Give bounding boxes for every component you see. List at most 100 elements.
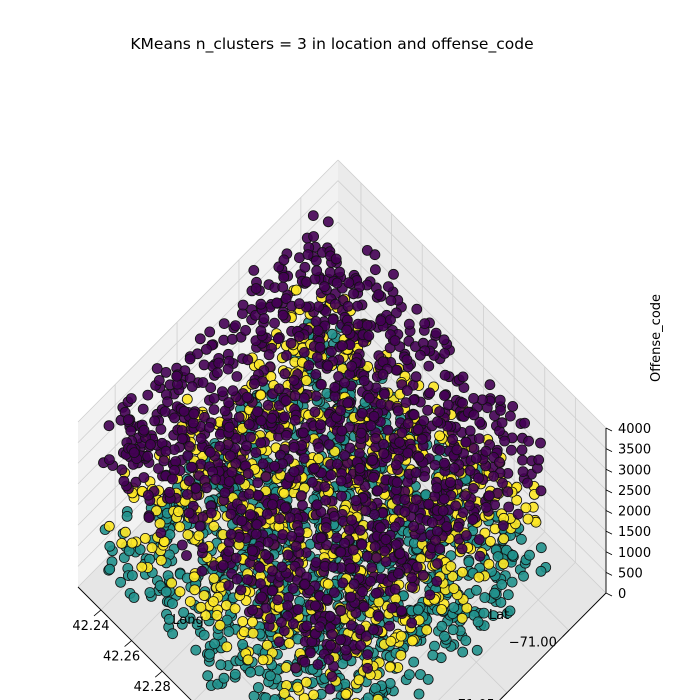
- scatter-point: [248, 378, 260, 390]
- scatter-point: [362, 692, 374, 700]
- scatter-point: [218, 318, 230, 330]
- scatter-point: [265, 613, 276, 624]
- scatter-point: [238, 626, 250, 638]
- scatter-point: [411, 303, 423, 315]
- scatter-point: [504, 605, 516, 617]
- scatter-point: [355, 640, 367, 651]
- scatter-point: [211, 610, 223, 621]
- scatter-point: [182, 450, 194, 461]
- scatter-point: [208, 520, 220, 532]
- scatter-point: [343, 524, 355, 536]
- scatter-point: [495, 404, 506, 416]
- scatter-point: [400, 397, 412, 409]
- scatter-point: [143, 512, 155, 523]
- scatter-point: [247, 604, 259, 616]
- scatter-point: [299, 261, 311, 273]
- scatter-point: [410, 467, 422, 479]
- scatter-point: [389, 335, 401, 347]
- scatter-point: [286, 530, 298, 542]
- scatter-point: [203, 421, 215, 433]
- scatter-point: [279, 502, 291, 513]
- scatter-point: [431, 482, 443, 494]
- z-tick-mark: [605, 448, 613, 452]
- scatter-point: [369, 264, 381, 276]
- scatter-point: [339, 537, 350, 549]
- scatter-point: [426, 517, 438, 528]
- scatter-point: [280, 395, 292, 407]
- scatter-point: [138, 472, 150, 483]
- scatter-point: [368, 410, 380, 422]
- scatter-point: [262, 399, 274, 411]
- scatter-point: [320, 494, 332, 506]
- scatter-point: [464, 465, 476, 477]
- scatter-point: [342, 397, 354, 409]
- scatter-point: [352, 300, 363, 312]
- scatter-point: [213, 357, 225, 369]
- scatter-point: [322, 216, 334, 228]
- scatter-point: [145, 439, 156, 450]
- x-tick-label: −71.00: [509, 635, 557, 650]
- scatter-point: [340, 688, 352, 700]
- scatter-point: [272, 333, 284, 345]
- scatter-point: [310, 368, 322, 380]
- scatter-point: [442, 399, 454, 411]
- scatter-point: [306, 476, 318, 488]
- scatter-point: [392, 405, 404, 417]
- scatter-point: [473, 534, 485, 545]
- scatter-point: [315, 419, 327, 431]
- scatter-point: [478, 607, 490, 619]
- scatter-point: [361, 319, 373, 331]
- scatter-point: [252, 406, 263, 418]
- scatter-point: [314, 621, 326, 633]
- scatter-point: [468, 392, 480, 404]
- scatter-point: [441, 521, 453, 532]
- scatter-point: [452, 521, 464, 533]
- scatter-point: [379, 388, 390, 400]
- scatter-point: [307, 210, 319, 222]
- scatter-point: [251, 519, 263, 530]
- scatter-point: [324, 683, 336, 695]
- scatter-point: [361, 551, 373, 562]
- scatter-point: [382, 281, 394, 293]
- scatter-point: [343, 277, 355, 289]
- z-tick-mark: [605, 468, 613, 473]
- scatter-point: [417, 569, 429, 581]
- scatter-point: [216, 386, 228, 398]
- scatter-point: [430, 327, 442, 339]
- scatter-point: [362, 662, 374, 674]
- scatter-point: [410, 494, 422, 506]
- scatter-point: [427, 649, 439, 661]
- scatter-point: [356, 539, 368, 550]
- scatter-point: [474, 550, 486, 562]
- scatter-point: [353, 674, 365, 686]
- scatter-point: [473, 433, 485, 445]
- scatter-point: [202, 670, 214, 682]
- scatter-point: [146, 542, 158, 554]
- scatter-point: [284, 512, 296, 523]
- scatter-point: [178, 405, 190, 417]
- scatter-point: [186, 381, 198, 393]
- scatter-point: [535, 542, 547, 554]
- scatter-point: [196, 565, 208, 577]
- y-tick-mark: [154, 670, 163, 678]
- scatter-point: [292, 604, 304, 615]
- scatter-point: [208, 573, 220, 584]
- scatter-point: [289, 414, 301, 426]
- scatter-point: [182, 529, 194, 541]
- scatter-point: [471, 644, 483, 656]
- scatter-point: [522, 513, 534, 525]
- scatter-point: [154, 518, 166, 529]
- scatter-point: [263, 349, 275, 361]
- y-tick-label: 42.26: [103, 650, 140, 665]
- scatter-point: [298, 392, 310, 404]
- scatter-point: [204, 648, 216, 660]
- scatter-point: [288, 374, 300, 386]
- scatter-point: [460, 436, 472, 448]
- scatter-point: [319, 281, 330, 293]
- grid-line: [77, 180, 339, 443]
- scatter-point: [423, 498, 435, 510]
- scatter-point: [121, 511, 133, 522]
- scatter-point: [386, 602, 398, 614]
- scatter-point: [336, 340, 348, 352]
- scatter-point: [298, 346, 310, 358]
